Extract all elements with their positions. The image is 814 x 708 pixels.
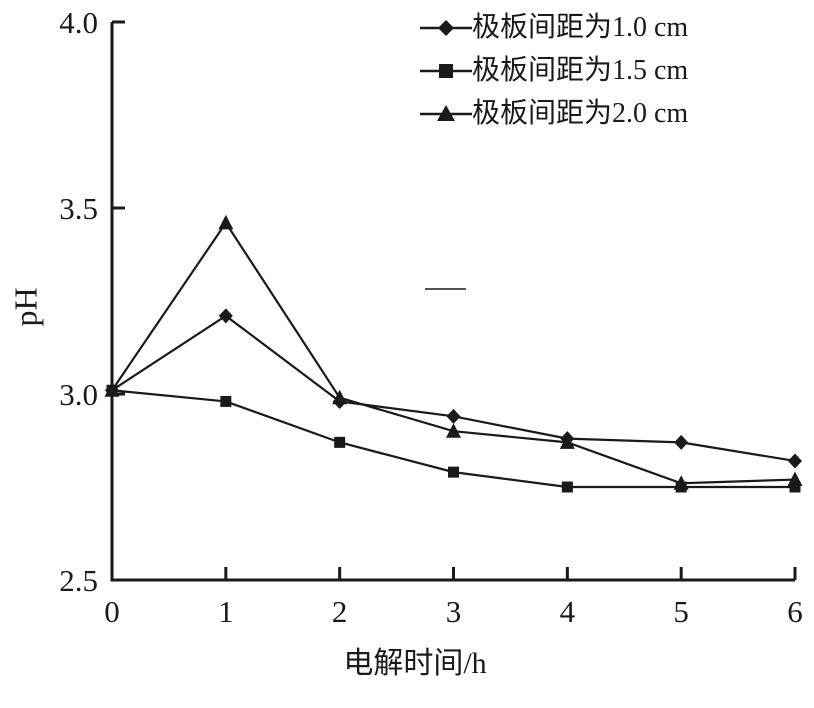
- x-tick-label: 2: [332, 594, 348, 629]
- y-tick-label: 2.5: [59, 563, 98, 598]
- legend-item-1.5cm: 极板间距为1.5 cm: [420, 49, 688, 92]
- square-marker-icon: [420, 63, 472, 78]
- y-tick-label: 4.0: [59, 5, 98, 40]
- legend-label: 极板间距为2.0 cm: [472, 97, 689, 129]
- x-tick-label: 5: [673, 594, 689, 629]
- y-axis-label: pH: [7, 287, 44, 327]
- x-tick-label: 3: [446, 594, 462, 629]
- x-tick-label: 1: [218, 594, 234, 629]
- x-axis-label: 电解时间/h: [343, 647, 487, 680]
- legend-item-1.0cm: 极板间距为1.0 cm: [420, 6, 688, 49]
- y-tick-label: 3.0: [59, 377, 98, 412]
- series-line: [111, 314, 796, 463]
- legend-item-2.0cm: 极板间距为2.0 cm: [420, 92, 688, 135]
- x-tick-label: 6: [787, 594, 803, 629]
- legend-label: 极板间距为1.0 cm: [472, 11, 689, 43]
- diamond-marker-icon: [420, 19, 472, 36]
- triangle-marker-icon: [420, 104, 472, 121]
- legend-label: 极板间距为1.5 cm: [472, 54, 689, 86]
- series-square: [106, 384, 801, 493]
- x-tick-label: 0: [104, 594, 120, 629]
- chart-legend: 极板间距为1.0 cm 极板间距为1.5 cm 极板间距为2.0 cm: [420, 6, 688, 135]
- y-axis-ticks: 2.5 3.0 3.5 4.0: [59, 5, 125, 598]
- x-axis-ticks: 0 1 2 3 4 5 6: [104, 567, 803, 629]
- series-diamond: [105, 308, 802, 469]
- x-tick-label: 4: [560, 594, 576, 629]
- y-tick-label: 3.5: [59, 191, 98, 226]
- series-triangle: [104, 214, 803, 490]
